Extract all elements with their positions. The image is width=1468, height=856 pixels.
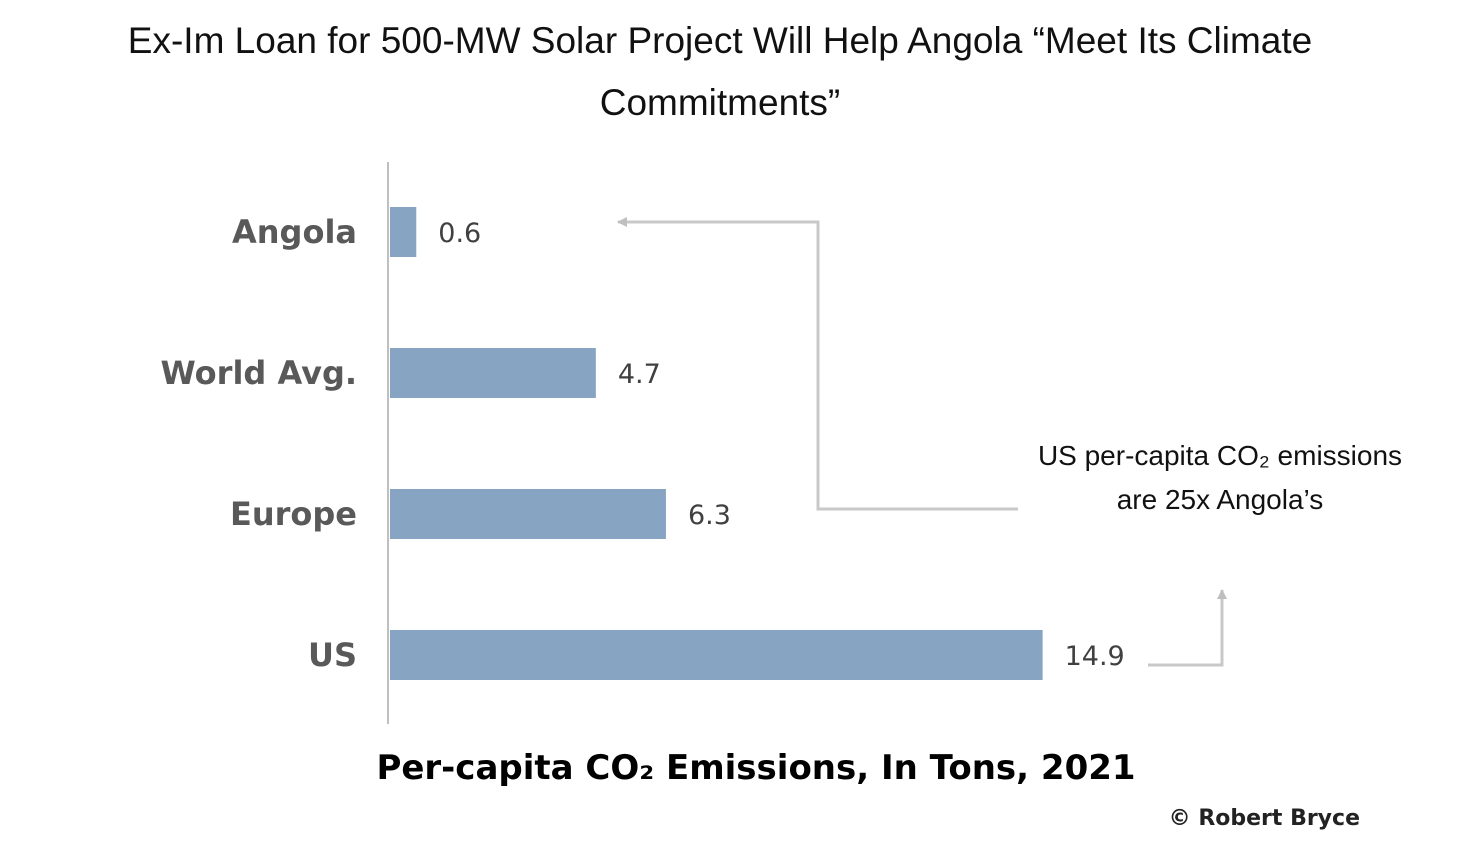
arrow-to-angola bbox=[617, 217, 1018, 511]
category-label-europe: Europe bbox=[230, 495, 357, 533]
annotation-line-2: are 25x Angola’s bbox=[1116, 484, 1324, 515]
chart-title: Ex-Im Loan for 500-MW Solar Project Will… bbox=[127, 20, 1313, 123]
category-label-us: US bbox=[308, 636, 357, 674]
bar-angola bbox=[390, 207, 417, 257]
annotation-arrows bbox=[617, 217, 1227, 667]
value-label-europe: 6.3 bbox=[688, 500, 731, 531]
value-label-angola: 0.6 bbox=[438, 218, 481, 249]
value-label-us: 14.9 bbox=[1065, 641, 1125, 672]
bar-europe bbox=[390, 489, 666, 539]
annotation-text: US per-capita CO₂ emissions are 25x Ango… bbox=[1010, 434, 1430, 522]
arrow-from-us bbox=[1148, 589, 1227, 667]
bar-us bbox=[390, 630, 1043, 680]
credit-text: © Robert Bryce bbox=[1168, 806, 1360, 831]
annotation-line-1: US per-capita CO₂ emissions bbox=[1037, 440, 1403, 471]
category-label-world-avg: World Avg. bbox=[161, 354, 357, 392]
bar-world-avg bbox=[390, 348, 596, 398]
category-label-angola: Angola bbox=[232, 213, 357, 251]
x-axis-title: Per-capita CO₂ Emissions, In Tons, 2021 bbox=[376, 748, 1136, 788]
value-label-world-avg: 4.7 bbox=[618, 359, 661, 390]
